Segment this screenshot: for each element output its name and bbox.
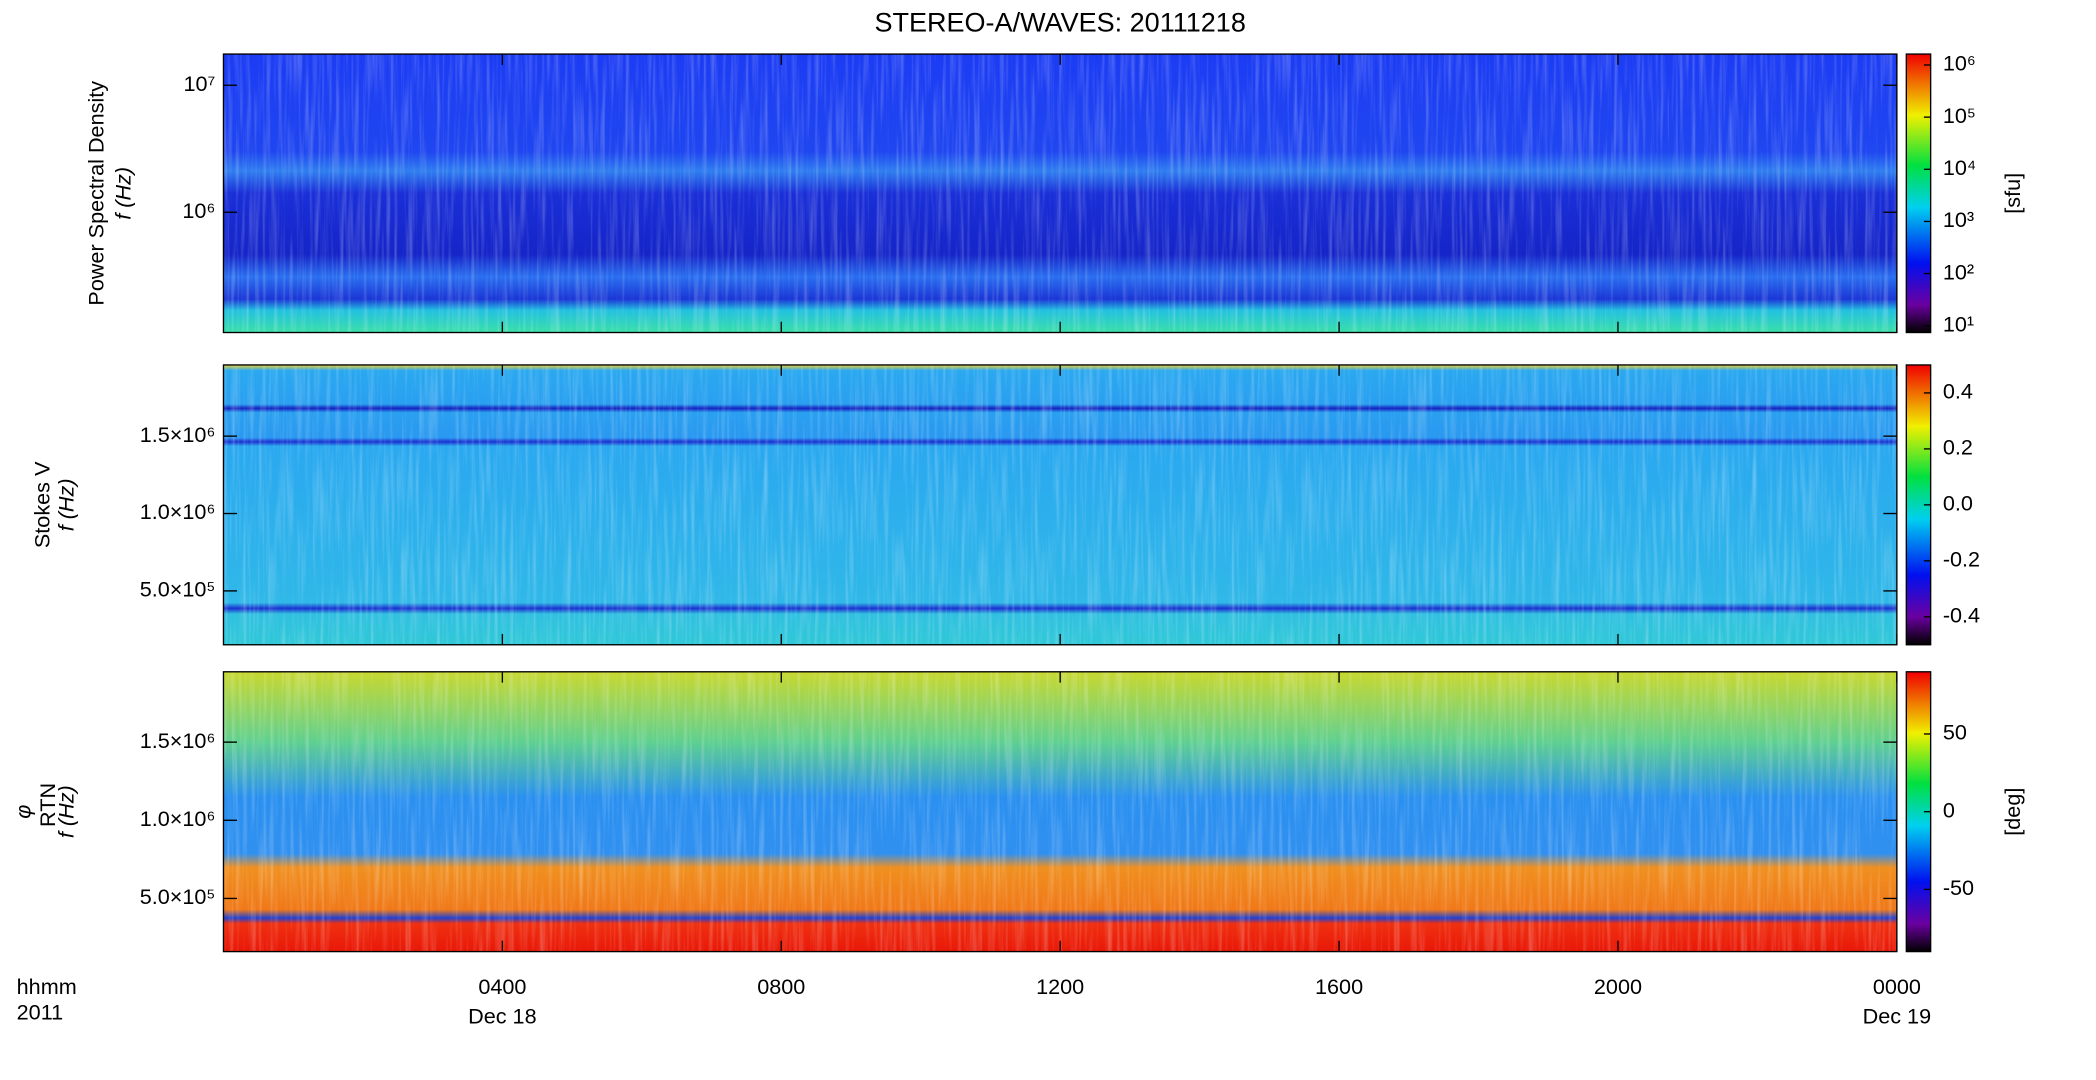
y-tick-label: 1.5×10⁶: [140, 422, 216, 447]
y-tick-label: 10⁶: [182, 198, 215, 223]
time-format-label: hhmm: [17, 974, 77, 999]
y-axis-label: f (Hz): [54, 478, 79, 531]
chart-title: STEREO-A/WAVES: 20111218: [874, 7, 1245, 37]
colorbar-tick-label: 50: [1943, 720, 1967, 745]
x-tick-label: 1600: [1315, 974, 1363, 999]
y-axis-label: φ: [10, 805, 35, 819]
colorbar-tick-label: 0: [1943, 797, 1955, 822]
colorbar-tick-label: 10³: [1943, 207, 1974, 232]
colorbar-tick-label: -0.2: [1943, 547, 1980, 572]
y-axis-label: f (Hz): [111, 167, 136, 220]
y-axis-label: Stokes V: [29, 461, 54, 548]
colorbar-tick-label: -50: [1943, 875, 1974, 900]
colorbar-frame: [1905, 53, 1932, 334]
colorbar-label: [deg]: [2000, 788, 2025, 836]
x-tick-label: 2000: [1594, 974, 1642, 999]
date-label: Dec 19: [1863, 1004, 1931, 1029]
colorbar-tick-label: 10⁵: [1943, 103, 1976, 128]
colorbar-tick-label: 10⁴: [1943, 155, 1976, 180]
x-tick-label: 0400: [478, 974, 526, 999]
y-axis-label-subscript: RTN: [35, 783, 60, 827]
y-axis-label: f (Hz): [54, 785, 79, 838]
colorbar: [1906, 54, 1931, 333]
y-tick-label: 1.0×10⁶: [140, 499, 216, 524]
colorbar-tick-label: 10⁶: [1943, 51, 1976, 76]
spectrogram-texture: [223, 671, 1897, 952]
colorbar-tick-label: 10¹: [1943, 311, 1974, 336]
y-axis-label: Power Spectral Density: [83, 81, 108, 306]
y-tick-label: 5.0×10⁵: [140, 884, 216, 909]
y-tick-label: 1.0×10⁶: [140, 806, 216, 831]
colorbar-tick-label: -0.4: [1943, 602, 1980, 627]
spectrogram-texture: [223, 54, 1897, 333]
y-tick-label: 1.5×10⁶: [140, 728, 216, 753]
x-tick-label: 0000: [1873, 974, 1921, 999]
y-tick-label: 10⁷: [183, 71, 215, 96]
colorbar-label: [sfu]: [2000, 173, 2025, 214]
x-tick-label: 1200: [1036, 974, 1084, 999]
colorbar-tick-label: 0.4: [1943, 379, 1973, 404]
colorbar-tick-label: 10²: [1943, 259, 1974, 284]
date-label: Dec 18: [468, 1004, 536, 1029]
colorbar-tick-label: 0.0: [1943, 491, 1973, 516]
spectrogram-texture: [223, 364, 1897, 645]
year-label: 2011: [17, 999, 63, 1024]
colorbar-tick-label: 0.2: [1943, 435, 1973, 460]
y-tick-label: 5.0×10⁵: [140, 577, 216, 602]
x-tick-label: 0800: [757, 974, 805, 999]
